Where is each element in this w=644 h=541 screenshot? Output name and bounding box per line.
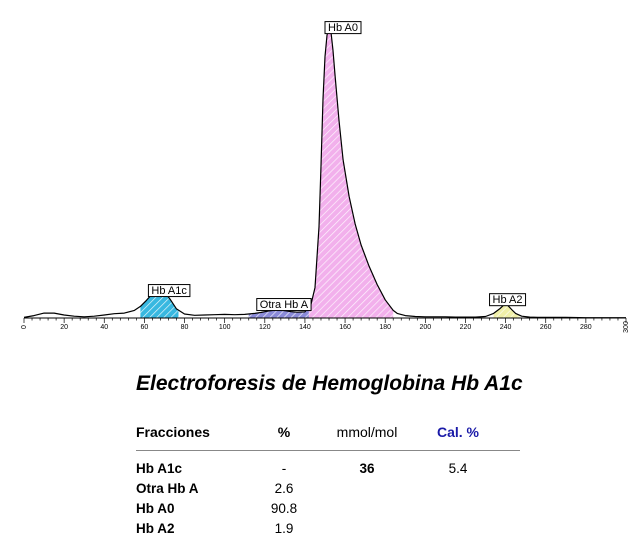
peak-label-hb-a0: Hb A0 xyxy=(324,21,362,35)
table-row: Hb A2 1.9 xyxy=(136,521,520,541)
header-fracciones: Fracciones xyxy=(136,424,210,440)
results-header: Fracciones % mmol/mol Cal. % xyxy=(136,420,520,451)
peak-label-box xyxy=(256,298,312,312)
peak-label-hb-a2: Hb A2 xyxy=(489,293,527,307)
header-mmol: mmol/mol xyxy=(336,424,398,440)
fraction-name: Otra Hb A xyxy=(136,481,199,496)
peak-label-box xyxy=(324,21,362,35)
table-row: Hb A0 90.8 xyxy=(136,501,520,521)
peak-label-box xyxy=(147,284,191,298)
x-tick-label: 220 xyxy=(460,324,472,331)
x-tick-label: 80 xyxy=(181,324,189,331)
fraction-percent: - xyxy=(281,461,287,476)
peak-label-otra-hb-a: Otra Hb A xyxy=(256,298,312,312)
electropherogram-chart: 0 20 40 60 80 100 120 140 160 180 200 220 240 260 280 3… xyxy=(21,21,630,333)
x-tick-label: 100 xyxy=(219,324,231,331)
peak-label-text: Hb A0 xyxy=(328,22,358,34)
x-tick-label: 240 xyxy=(500,324,512,331)
fraction-percent: 2.6 xyxy=(274,481,294,496)
x-tick-label: 60 xyxy=(141,324,149,331)
x-tick-label: 160 xyxy=(339,324,351,331)
x-tick-label: 140 xyxy=(299,324,311,331)
x-tick-label: 280 xyxy=(580,324,592,331)
peak-label-text: Hb A2 xyxy=(493,294,523,306)
x-tick-label: 180 xyxy=(379,324,391,331)
header-cal: Cal. % xyxy=(436,424,479,440)
fraction-mmol: 36 xyxy=(359,461,375,476)
table-row: Hb A1c - 36 5.4 xyxy=(136,461,520,481)
peak-label-text: Otra Hb A xyxy=(260,299,309,311)
fraction-name: Hb A0 xyxy=(136,501,175,516)
fraction-name: Hb A1c xyxy=(136,461,183,476)
fraction-percent: 90.8 xyxy=(270,501,298,516)
header-percent: % xyxy=(277,424,291,440)
report-title: Electroforesis de Hemoglobina Hb A1c xyxy=(136,372,523,395)
fraction-hatch-hb-a0 xyxy=(308,26,394,318)
x-tick-label: 120 xyxy=(259,324,271,331)
x-tick-label: 200 xyxy=(419,324,431,331)
x-tick-label: 300 xyxy=(623,321,630,333)
peak-label-box xyxy=(489,293,527,307)
fraction-hatch-hb-a2 xyxy=(493,304,520,318)
fraction-percent: 1.9 xyxy=(274,521,294,536)
peak-label-hb-a1c: Hb A1c xyxy=(147,284,191,298)
x-tick-label: 40 xyxy=(100,324,108,331)
fraction-hatch-otra-hb-a xyxy=(248,306,309,318)
results-table: Fracciones % mmol/mol Cal. % Hb A1c - 36… xyxy=(136,420,520,541)
x-tick-label: 260 xyxy=(540,324,552,331)
x-tick-label: 0 xyxy=(21,325,28,329)
electropherogram-curve xyxy=(23,25,626,319)
fraction-cal: 5.4 xyxy=(448,461,468,476)
fraction-name: Hb A2 xyxy=(136,521,175,536)
x-tick-label: 20 xyxy=(60,324,68,331)
table-row: Otra Hb A 2.6 xyxy=(136,481,520,501)
peak-label-text: Hb A1c xyxy=(151,285,187,297)
